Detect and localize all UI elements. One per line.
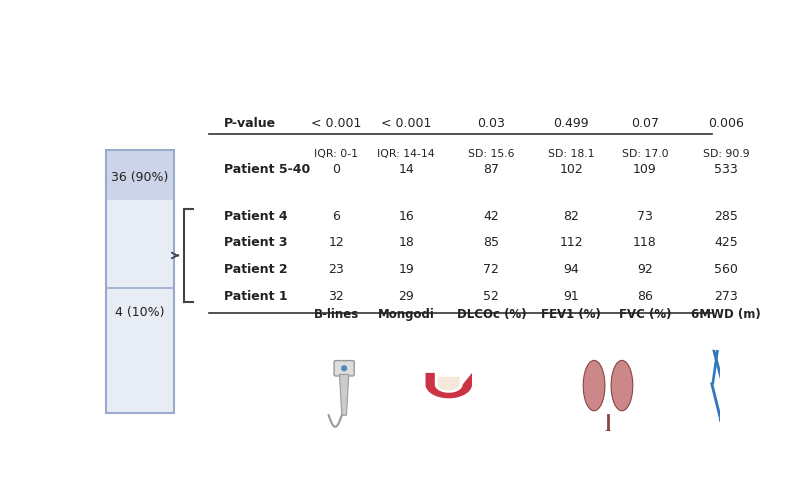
Text: 32: 32: [329, 290, 344, 303]
Text: 109: 109: [633, 163, 657, 176]
Text: Patient 4: Patient 4: [224, 209, 288, 222]
Text: B-lines: B-lines: [314, 307, 359, 320]
Text: 72: 72: [483, 263, 499, 276]
Circle shape: [720, 409, 732, 421]
Text: P-value: P-value: [224, 117, 276, 130]
FancyBboxPatch shape: [728, 419, 738, 434]
Text: 42: 42: [483, 209, 499, 222]
Text: 14: 14: [398, 163, 414, 176]
Polygon shape: [712, 350, 725, 386]
Polygon shape: [710, 383, 723, 424]
Polygon shape: [719, 386, 732, 421]
Text: 6: 6: [333, 209, 340, 222]
Text: < 0.001: < 0.001: [311, 117, 362, 130]
Text: 16: 16: [398, 209, 414, 222]
Text: 0.07: 0.07: [631, 117, 659, 130]
Text: FVC (%): FVC (%): [618, 307, 671, 320]
Text: 6MWD (m): 6MWD (m): [691, 307, 761, 320]
Text: FEV1 (%): FEV1 (%): [542, 307, 601, 320]
Text: SD: 17.0: SD: 17.0: [622, 149, 668, 159]
Polygon shape: [106, 200, 174, 413]
Text: 12: 12: [329, 236, 344, 249]
Text: 19: 19: [398, 263, 414, 276]
Text: 52: 52: [483, 290, 499, 303]
Ellipse shape: [583, 361, 605, 411]
Text: 91: 91: [563, 290, 579, 303]
Text: 273: 273: [714, 290, 738, 303]
Ellipse shape: [611, 361, 633, 411]
Text: IQR: 0-1: IQR: 0-1: [314, 149, 358, 159]
Text: 23: 23: [329, 263, 344, 276]
Polygon shape: [725, 350, 734, 386]
Text: 425: 425: [714, 236, 738, 249]
Text: 18: 18: [398, 236, 414, 249]
Text: 533: 533: [714, 163, 738, 176]
Text: 94: 94: [563, 263, 579, 276]
Text: < 0.001: < 0.001: [381, 117, 431, 130]
Text: Patient 2: Patient 2: [224, 263, 288, 276]
Text: Mongodi: Mongodi: [378, 307, 434, 320]
Text: 29: 29: [398, 290, 414, 303]
Text: 118: 118: [633, 236, 657, 249]
Circle shape: [341, 365, 347, 372]
Text: SD: 15.6: SD: 15.6: [468, 149, 514, 159]
Text: 0: 0: [332, 163, 340, 176]
Text: 86: 86: [637, 290, 653, 303]
Text: SD: 90.9: SD: 90.9: [703, 149, 750, 159]
Text: 285: 285: [714, 209, 738, 222]
Text: 102: 102: [559, 163, 583, 176]
Polygon shape: [438, 377, 459, 391]
Text: 0.006: 0.006: [708, 117, 744, 130]
Polygon shape: [339, 375, 349, 415]
Text: 73: 73: [637, 209, 653, 222]
Polygon shape: [426, 373, 472, 398]
Text: 112: 112: [559, 236, 583, 249]
FancyBboxPatch shape: [334, 361, 354, 376]
Text: IQR: 14-14: IQR: 14-14: [378, 149, 435, 159]
Text: 0.499: 0.499: [554, 117, 589, 130]
Text: 4 (10%): 4 (10%): [115, 305, 165, 318]
Text: 82: 82: [563, 209, 579, 222]
Text: SD: 18.1: SD: 18.1: [548, 149, 594, 159]
Polygon shape: [106, 151, 174, 200]
Text: DLCOc (%): DLCOc (%): [457, 307, 526, 320]
Text: 85: 85: [483, 236, 499, 249]
Text: Patient 1: Patient 1: [224, 290, 288, 303]
Text: 0.03: 0.03: [478, 117, 506, 130]
Text: Patient 5-40: Patient 5-40: [224, 163, 310, 176]
Text: 560: 560: [714, 263, 738, 276]
Text: 36 (90%): 36 (90%): [111, 171, 169, 183]
Text: 92: 92: [637, 263, 653, 276]
Text: Patient 3: Patient 3: [224, 236, 287, 249]
Polygon shape: [719, 407, 732, 412]
Text: 87: 87: [483, 163, 499, 176]
